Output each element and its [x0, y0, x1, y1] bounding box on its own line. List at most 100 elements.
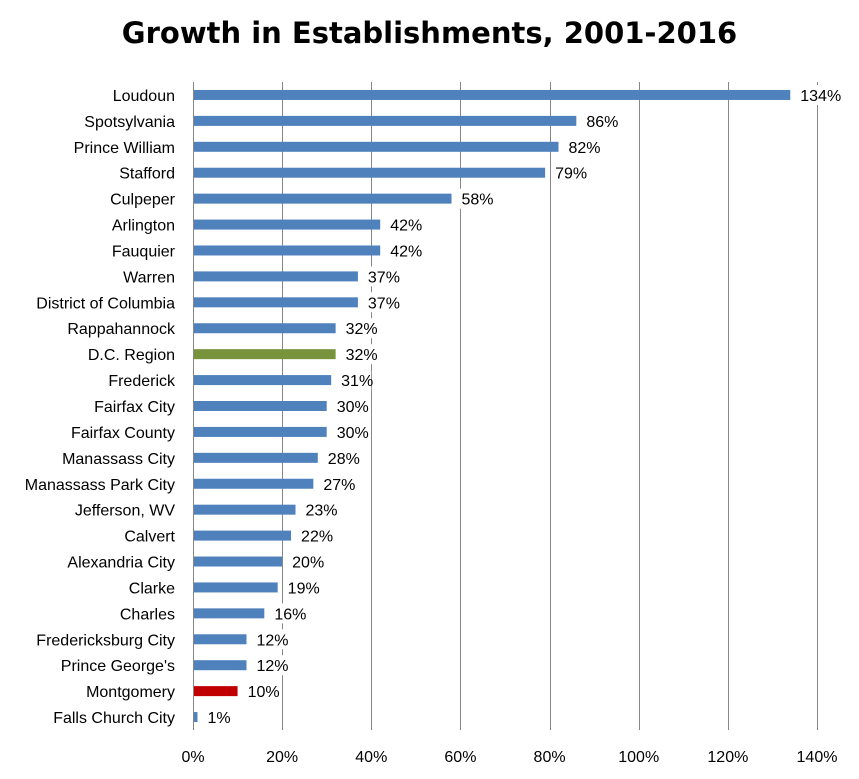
- data-label: 22%: [301, 529, 333, 546]
- bar: [193, 89, 791, 100]
- bar: [193, 193, 452, 204]
- category-label: Loudoun: [113, 88, 175, 105]
- category-label: Stafford: [119, 166, 175, 183]
- category-label: Prince George's: [61, 658, 175, 675]
- bar: [193, 349, 336, 360]
- bar: [193, 297, 358, 308]
- data-label: 31%: [341, 373, 373, 390]
- bar: [193, 608, 265, 619]
- category-label: D.C. Region: [88, 347, 175, 364]
- category-label: Prince William: [74, 140, 175, 157]
- data-label: 79%: [555, 166, 587, 183]
- value-labels: 134% 86% 82% 79% 58% 42% 42% 37% 37% 32% 32% 31% 30%…: [204, 84, 841, 728]
- data-label: 86%: [586, 114, 618, 131]
- category-label: Fauquier: [112, 243, 176, 260]
- data-label-backdrop: [298, 525, 332, 546]
- data-label: 30%: [337, 399, 369, 416]
- bar: [193, 712, 198, 723]
- data-label-backdrop: [333, 396, 367, 416]
- category-label: Montgomery: [86, 684, 175, 701]
- data-label-backdrop: [284, 577, 318, 598]
- tick-label: 20%: [266, 749, 298, 766]
- data-label-backdrop: [583, 110, 617, 131]
- data-label-backdrop: [565, 136, 599, 157]
- data-label-backdrop: [387, 214, 421, 235]
- data-label-backdrop: [342, 344, 376, 365]
- category-label: Jefferson, WV: [75, 503, 176, 520]
- data-label-backdrop: [320, 473, 354, 494]
- data-label-backdrop: [364, 266, 398, 287]
- chart-title: Growth in Establishments, 2001-2016: [121, 16, 738, 50]
- data-label: 20%: [292, 555, 324, 572]
- category-label: Calvert: [124, 529, 175, 546]
- data-label-backdrop: [204, 707, 229, 728]
- data-label: 30%: [337, 425, 369, 442]
- bar: [193, 452, 318, 463]
- data-label: 37%: [368, 269, 400, 286]
- bar: [193, 167, 546, 178]
- bar: [193, 478, 314, 489]
- data-label-backdrop: [289, 551, 323, 572]
- tick-label: 140%: [797, 749, 838, 766]
- category-label: Culpeper: [110, 192, 176, 209]
- tick-label: 120%: [707, 749, 748, 766]
- bar: [193, 115, 577, 126]
- data-label: 28%: [328, 451, 360, 468]
- bar: [193, 660, 247, 671]
- data-label: 16%: [274, 606, 306, 623]
- bar: [193, 219, 381, 230]
- data-label-backdrop: [338, 370, 372, 391]
- bar: [193, 634, 247, 645]
- category-label: Frederick: [108, 373, 176, 390]
- bar: [193, 686, 238, 697]
- bar: [193, 271, 358, 282]
- data-label-backdrop: [387, 240, 421, 261]
- data-label: 1%: [207, 710, 230, 727]
- category-label: District of Columbia: [36, 295, 175, 312]
- bar: [193, 323, 336, 334]
- tick-label: 100%: [618, 749, 659, 766]
- bar: [193, 426, 327, 437]
- category-label: Charles: [120, 606, 175, 623]
- data-label-backdrop: [302, 499, 336, 520]
- data-label: 32%: [346, 347, 378, 364]
- data-label: 10%: [248, 684, 280, 701]
- bar: [193, 245, 381, 256]
- data-label-backdrop: [333, 421, 367, 442]
- data-label: 12%: [256, 658, 288, 675]
- category-label: Falls Church City: [53, 710, 175, 727]
- bar: [193, 375, 332, 386]
- data-label: 12%: [256, 632, 288, 649]
- data-label-backdrop: [253, 655, 287, 676]
- tick-label: 0%: [181, 749, 204, 766]
- data-label: 58%: [462, 192, 494, 209]
- x-tick-labels: 0% 20% 40% 60% 80% 100% 120% 140%: [181, 749, 837, 766]
- data-label: 134%: [800, 88, 841, 105]
- data-label-backdrop: [364, 292, 398, 313]
- data-label-backdrop: [244, 681, 278, 702]
- data-label-backdrop: [458, 188, 492, 209]
- category-label: Clarke: [129, 580, 175, 597]
- category-label: Rappahannock: [67, 321, 176, 338]
- data-label-backdrop: [342, 318, 376, 339]
- category-label: Spotsylvania: [84, 114, 175, 131]
- data-label-backdrop: [271, 603, 305, 624]
- data-label: 19%: [288, 580, 320, 597]
- data-label: 27%: [323, 477, 355, 494]
- data-label-backdrop: [797, 84, 840, 105]
- category-label: Fairfax County: [71, 425, 175, 442]
- category-label: Manassass Park City: [25, 477, 175, 494]
- data-label: 37%: [368, 295, 400, 312]
- data-label: 42%: [390, 243, 422, 260]
- category-label: Fairfax City: [94, 399, 175, 416]
- bar: [193, 401, 327, 411]
- data-label-backdrop: [324, 447, 358, 468]
- tick-label: 80%: [534, 749, 566, 766]
- category-label: Warren: [123, 269, 175, 286]
- category-label: Arlington: [112, 218, 175, 235]
- category-label: Alexandria City: [67, 555, 175, 572]
- data-label: 82%: [568, 140, 600, 157]
- tick-label: 40%: [355, 749, 387, 766]
